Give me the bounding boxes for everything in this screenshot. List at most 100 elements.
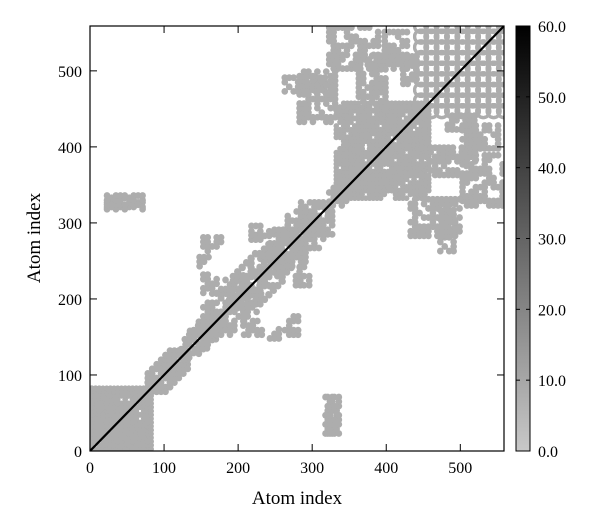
heatmap-cell (162, 351, 169, 359)
heatmap-cell (412, 28, 430, 45)
heatmap-cell (134, 201, 142, 209)
heatmap-cell (122, 434, 128, 441)
heatmap-cell (441, 243, 449, 250)
heatmap-cell (140, 427, 147, 433)
heatmap-cell (285, 83, 293, 91)
heatmap-cell (319, 226, 327, 234)
heatmap-cell (433, 49, 450, 67)
heatmap-cell (423, 81, 440, 98)
heatmap-cell (229, 286, 237, 294)
heatmap-cell (344, 161, 351, 167)
heatmap-cell (297, 240, 305, 247)
heatmap-cell (213, 289, 220, 297)
heatmap-cell (485, 26, 502, 35)
heatmap-cell (499, 160, 504, 168)
heatmap-cell (114, 431, 121, 437)
colorbar-tick-label: 40.0 (538, 161, 566, 178)
heatmap-cell (456, 214, 463, 222)
heatmap-cell (495, 39, 504, 56)
heatmap-cell (442, 214, 450, 222)
heatmap-cell (418, 171, 426, 179)
heatmap-cell (185, 354, 193, 361)
heatmap-cell (177, 345, 185, 353)
heatmap-cell (403, 37, 411, 45)
heatmap-cell (242, 272, 250, 280)
heatmap-cell (382, 106, 389, 114)
heatmap-cell (485, 165, 493, 173)
heatmap-cell (433, 26, 450, 35)
heatmap-cell (475, 71, 492, 88)
heatmap-cell (281, 87, 289, 95)
heatmap-cell (422, 187, 428, 194)
heatmap-cell (137, 419, 143, 426)
heatmap-cell (451, 218, 459, 226)
heatmap-cell (471, 112, 478, 120)
heatmap-cell (436, 167, 443, 174)
heatmap-cell (464, 60, 481, 77)
heatmap-cell (284, 253, 292, 261)
heatmap-cell (254, 317, 261, 325)
heatmap-cell (433, 103, 450, 120)
heatmap-cell (454, 92, 471, 109)
heatmap-cell (326, 411, 334, 419)
heatmap-cell (322, 393, 329, 401)
heatmap-cell (258, 326, 266, 334)
heatmap-cell (256, 263, 263, 271)
y-tick-label: 200 (58, 292, 82, 309)
heatmap-cell (476, 131, 484, 139)
heatmap-cell (114, 396, 121, 403)
heatmap-cell (433, 28, 450, 45)
heatmap-cell (411, 195, 419, 203)
heatmap-cell (261, 296, 269, 304)
heatmap-cell (382, 75, 389, 82)
colorbar-ticks: 0.0 10.0 20.0 30.0 40.0 50.0 60.0 (516, 19, 566, 461)
heatmap-cell (260, 259, 268, 266)
heatmap-cell (265, 227, 273, 235)
heatmap-cell (294, 313, 302, 320)
heatmap-cell (359, 161, 365, 167)
heatmap-cell (231, 317, 238, 325)
heatmap-cell (238, 263, 246, 271)
heatmap-cell (447, 209, 455, 217)
heatmap-diagonal (90, 26, 504, 451)
heatmap-cell (222, 276, 229, 284)
heatmap-cell (454, 28, 471, 45)
heatmap-cell (433, 39, 450, 56)
heatmap-cell (265, 282, 273, 290)
heatmap-cell (248, 227, 255, 235)
heatmap-cell (444, 26, 461, 35)
heatmap-cell (270, 268, 278, 276)
heatmap-cell (475, 26, 492, 35)
heatmap-cell (243, 300, 251, 308)
heatmap-cell (411, 176, 417, 183)
heatmap-cell (444, 39, 461, 56)
heatmap-cell (449, 144, 457, 152)
heatmap-cell (499, 179, 504, 187)
x-axis-ticks: 0 100 200 300 400 500 (86, 26, 472, 477)
colorbar-tick-label: 30.0 (538, 232, 566, 249)
heatmap-cell (351, 115, 358, 122)
heatmap-cell (454, 49, 471, 67)
y-tick-label: 300 (58, 216, 82, 233)
heatmap-cell (333, 123, 340, 129)
heatmap-cell (394, 46, 402, 54)
heatmap-cell (412, 26, 430, 35)
heatmap-cell (365, 26, 373, 31)
heatmap-cell (433, 71, 450, 88)
y-axis-ticks: 0 100 200 300 400 500 (58, 64, 504, 461)
heatmap-cell (373, 102, 380, 110)
heatmap-cell (288, 230, 296, 238)
heatmap-cell (433, 81, 450, 98)
heatmap-cell (403, 28, 411, 36)
x-tick-label: 500 (448, 460, 472, 477)
heatmap-cell (305, 272, 313, 280)
heatmap-cell (288, 262, 296, 270)
heatmap-cell (454, 26, 471, 35)
heatmap-cell (464, 81, 481, 98)
heatmap-cell (377, 126, 384, 133)
heatmap-cell (340, 104, 347, 110)
heatmap-cell (444, 28, 461, 45)
heatmap-cell (389, 157, 395, 164)
heatmap-cell (418, 144, 426, 152)
heatmap-cell (485, 28, 502, 45)
